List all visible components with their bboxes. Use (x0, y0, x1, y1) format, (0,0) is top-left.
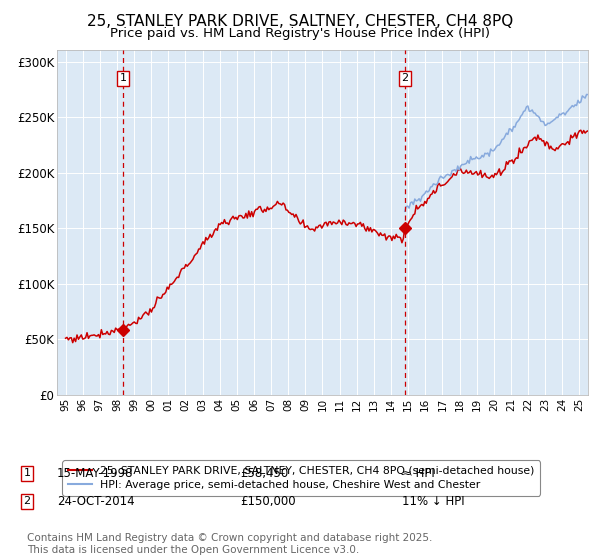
Text: £150,000: £150,000 (240, 494, 296, 508)
Text: 11% ↓ HPI: 11% ↓ HPI (402, 494, 464, 508)
Text: 25, STANLEY PARK DRIVE, SALTNEY, CHESTER, CH4 8PQ: 25, STANLEY PARK DRIVE, SALTNEY, CHESTER… (87, 14, 513, 29)
Text: £58,450: £58,450 (240, 466, 288, 480)
Text: 1: 1 (23, 468, 31, 478)
Text: Contains HM Land Registry data © Crown copyright and database right 2025.
This d: Contains HM Land Registry data © Crown c… (27, 533, 433, 555)
Text: 2: 2 (401, 73, 409, 83)
Text: 1: 1 (120, 73, 127, 83)
Text: ≈ HPI: ≈ HPI (402, 466, 435, 480)
Text: 2: 2 (23, 496, 31, 506)
Text: Price paid vs. HM Land Registry's House Price Index (HPI): Price paid vs. HM Land Registry's House … (110, 27, 490, 40)
Text: 15-MAY-1998: 15-MAY-1998 (57, 466, 133, 480)
Legend: 25, STANLEY PARK DRIVE, SALTNEY, CHESTER, CH4 8PQ (semi-detached house), HPI: Av: 25, STANLEY PARK DRIVE, SALTNEY, CHESTER… (62, 460, 540, 496)
Text: 24-OCT-2014: 24-OCT-2014 (57, 494, 134, 508)
